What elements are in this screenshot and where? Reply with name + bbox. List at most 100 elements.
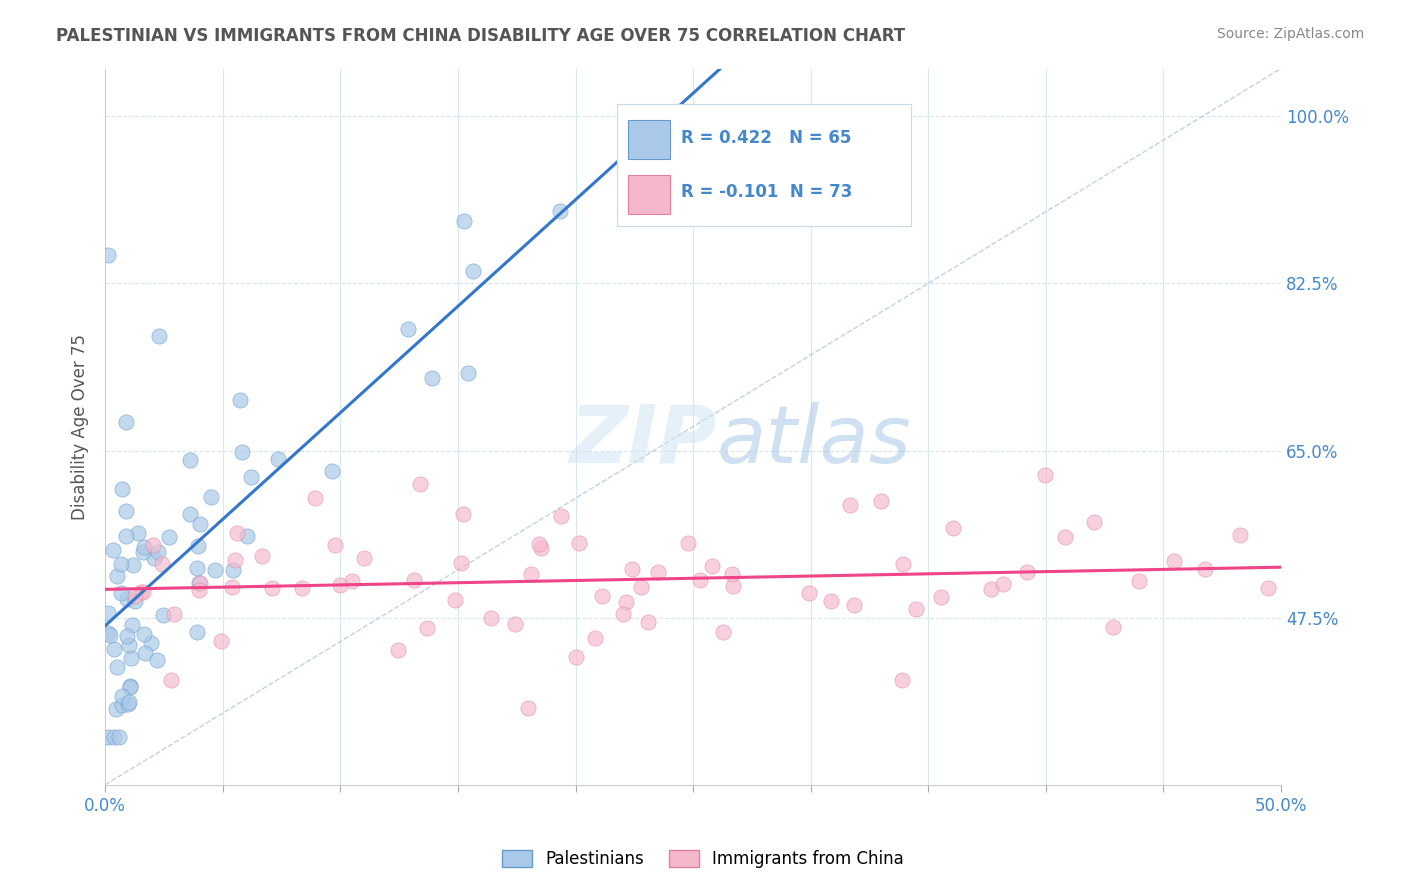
- Point: [550, 509, 572, 524]
- Point: [187, 583, 209, 598]
- Point: [103, 543, 125, 558]
- Point: [527, 537, 550, 551]
- Point: [148, 545, 170, 559]
- Point: [118, 679, 141, 693]
- Point: [134, 627, 156, 641]
- Point: [404, 573, 426, 587]
- Point: [721, 579, 744, 593]
- Point: [516, 701, 538, 715]
- Point: [143, 550, 166, 565]
- Point: [150, 557, 173, 571]
- Point: [127, 526, 149, 541]
- Point: [904, 602, 927, 616]
- Point: [188, 516, 211, 531]
- Point: [993, 576, 1015, 591]
- Point: [222, 563, 245, 577]
- Point: [186, 624, 208, 639]
- Point: [444, 592, 467, 607]
- Point: [568, 536, 591, 550]
- Point: [453, 214, 475, 228]
- Point: [103, 641, 125, 656]
- Point: [179, 508, 201, 522]
- Point: [451, 507, 474, 521]
- Point: [711, 625, 734, 640]
- Point: [105, 702, 128, 716]
- Point: [548, 204, 571, 219]
- Point: [647, 565, 669, 579]
- Point: [229, 392, 252, 407]
- Point: [304, 491, 326, 506]
- Point: [530, 541, 553, 555]
- Point: [110, 586, 132, 600]
- Point: [721, 567, 744, 582]
- Point: [479, 611, 502, 625]
- Point: [565, 649, 588, 664]
- Point: [103, 730, 125, 744]
- Point: [110, 689, 132, 703]
- Text: PALESTINIAN VS IMMIGRANTS FROM CHINA DISABILITY AGE OVER 75 CORRELATION CHART: PALESTINIAN VS IMMIGRANTS FROM CHINA DIS…: [56, 27, 905, 45]
- Point: [1083, 515, 1105, 529]
- Point: [1053, 530, 1076, 544]
- Point: [97, 730, 120, 744]
- Point: [132, 544, 155, 558]
- Point: [520, 566, 543, 581]
- Point: [105, 569, 128, 583]
- Point: [1102, 619, 1125, 633]
- Point: [891, 673, 914, 688]
- Point: [267, 452, 290, 467]
- Point: [221, 580, 243, 594]
- Point: [118, 638, 141, 652]
- Point: [118, 695, 141, 709]
- Point: [118, 681, 141, 695]
- Point: [179, 453, 201, 467]
- Point: [931, 591, 953, 605]
- Point: [450, 556, 472, 570]
- Point: [1229, 528, 1251, 542]
- Legend: Palestinians, Immigrants from China: Palestinians, Immigrants from China: [495, 843, 911, 875]
- Point: [200, 490, 222, 504]
- Point: [120, 651, 142, 665]
- Point: [1017, 566, 1039, 580]
- Point: [689, 574, 711, 588]
- Point: [457, 366, 479, 380]
- Point: [111, 698, 134, 713]
- Point: [891, 557, 914, 571]
- Point: [124, 589, 146, 603]
- Point: [505, 616, 527, 631]
- Point: [187, 575, 209, 590]
- Point: [97, 625, 120, 640]
- Point: [107, 730, 129, 744]
- Point: [676, 536, 699, 550]
- Point: [420, 371, 443, 385]
- Point: [236, 529, 259, 543]
- Text: atlas: atlas: [717, 402, 911, 480]
- Point: [1128, 574, 1150, 589]
- Point: [409, 477, 432, 491]
- Point: [820, 594, 842, 608]
- Point: [329, 578, 352, 592]
- Point: [186, 560, 208, 574]
- Point: [115, 629, 138, 643]
- Point: [416, 621, 439, 635]
- Point: [115, 503, 138, 517]
- Point: [98, 628, 121, 642]
- Point: [132, 585, 155, 599]
- Point: [250, 549, 273, 563]
- Point: [131, 584, 153, 599]
- Point: [321, 464, 343, 478]
- Point: [942, 521, 965, 535]
- Y-axis label: Disability Age Over 75: Disability Age Over 75: [72, 334, 89, 520]
- Point: [396, 322, 419, 336]
- Point: [323, 538, 346, 552]
- Point: [132, 540, 155, 554]
- Point: [839, 498, 862, 512]
- Point: [187, 540, 209, 554]
- Point: [621, 562, 644, 576]
- Point: [630, 580, 652, 594]
- Point: [614, 594, 637, 608]
- Point: [121, 617, 143, 632]
- Point: [387, 642, 409, 657]
- Point: [117, 591, 139, 606]
- Point: [224, 552, 246, 566]
- Point: [231, 445, 253, 459]
